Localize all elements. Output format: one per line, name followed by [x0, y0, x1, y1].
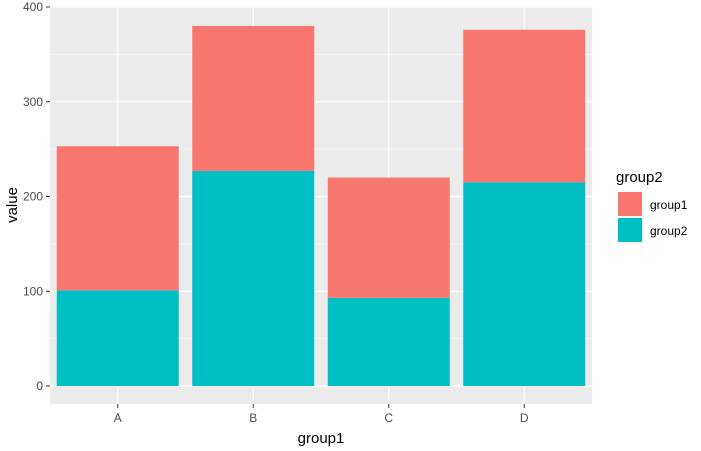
- bar-B-group1: [192, 25, 315, 171]
- legend-key-group2: [618, 218, 642, 242]
- x-tick-label: C: [384, 411, 393, 425]
- y-tick-label: 200: [23, 190, 43, 204]
- y-tick-label: 300: [23, 95, 43, 109]
- bar-D-group1: [463, 29, 586, 183]
- y-axis-title: value: [4, 187, 21, 223]
- x-tick-label: D: [520, 411, 529, 425]
- x-axis: A B C D: [114, 404, 529, 425]
- legend-label-group1: group1: [650, 198, 688, 212]
- y-tick-label: 400: [23, 0, 43, 14]
- legend-title: group2: [616, 169, 663, 186]
- bar-C-group2: [327, 297, 450, 386]
- legend-label-group2: group2: [650, 224, 688, 238]
- bar-D-group2: [463, 182, 586, 386]
- x-axis-title: group1: [298, 430, 345, 447]
- y-axis: 0 100 200 300 400: [23, 0, 50, 393]
- x-tick-label: A: [114, 411, 122, 425]
- y-tick-label: 100: [23, 284, 43, 298]
- bar-C-group1: [327, 177, 450, 298]
- bar-B-group2: [192, 170, 315, 386]
- bar-A-group2: [56, 290, 179, 386]
- x-tick-label: B: [249, 411, 257, 425]
- legend-key-group1: [618, 192, 642, 216]
- bar-A-group1: [56, 146, 179, 291]
- y-tick-label: 0: [36, 379, 43, 393]
- legend: group2 group1 group2: [616, 169, 688, 242]
- bars: [56, 25, 586, 386]
